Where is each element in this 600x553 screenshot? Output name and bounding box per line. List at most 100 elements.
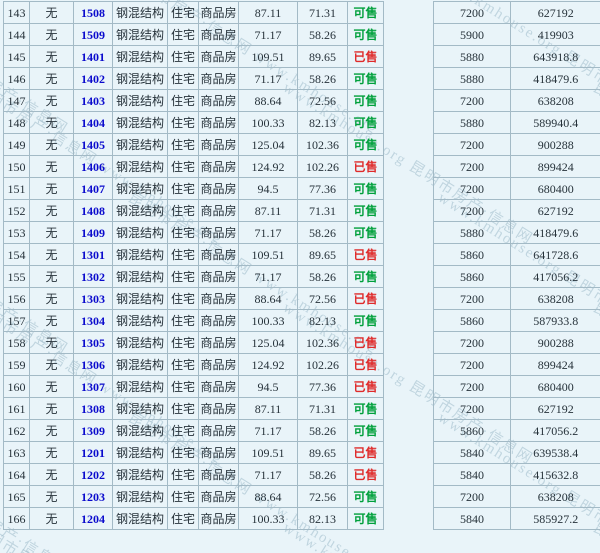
unit-price-cell: 7200 [433, 199, 511, 222]
unit-price-cell: 5880 [433, 221, 511, 244]
table-row: 143 无 1508 钢混结构 住宅 商品房 87.11 71.31 可售 72… [3, 1, 600, 24]
total-price-cell: 680400 [510, 177, 600, 200]
table-row: 156 无 1303 钢混结构 住宅 商品房 88.64 72.56 已售 72… [3, 287, 600, 310]
room-number-link[interactable]: 1308 [73, 397, 113, 420]
room-number-link[interactable]: 1305 [73, 331, 113, 354]
room-number-link[interactable]: 1201 [73, 441, 113, 464]
room-number-link[interactable]: 1408 [73, 199, 113, 222]
basement-cell: 无 [29, 287, 74, 310]
spacer-cell [383, 243, 434, 266]
total-price-cell: 638208 [510, 287, 600, 310]
unit-price-cell: 5860 [433, 265, 511, 288]
total-price-cell: 417056.2 [510, 419, 600, 442]
spacer-cell [383, 155, 434, 178]
usage-cell: 住宅 [167, 111, 199, 134]
basement-cell: 无 [29, 155, 74, 178]
usage-cell: 住宅 [167, 45, 199, 68]
row-index: 149 [3, 133, 30, 156]
category-cell: 商品房 [198, 177, 239, 200]
total-price-cell: 419903 [510, 23, 600, 46]
table-row: 157 无 1304 钢混结构 住宅 商品房 100.33 82.13 可售 5… [3, 309, 600, 332]
room-number-link[interactable]: 1304 [73, 309, 113, 332]
room-number-link[interactable]: 1306 [73, 353, 113, 376]
category-cell: 商品房 [198, 45, 239, 68]
room-number-link[interactable]: 1403 [73, 89, 113, 112]
table-row: 163 无 1201 钢混结构 住宅 商品房 109.51 89.65 已售 5… [3, 441, 600, 464]
room-number-link[interactable]: 1404 [73, 111, 113, 134]
structure-cell: 钢混结构 [112, 507, 168, 530]
row-index: 157 [3, 309, 30, 332]
row-index: 154 [3, 243, 30, 266]
row-index: 148 [3, 111, 30, 134]
spacer-cell [383, 287, 434, 310]
room-number-link[interactable]: 1402 [73, 67, 113, 90]
room-number-link[interactable]: 1406 [73, 155, 113, 178]
row-index: 166 [3, 507, 30, 530]
usage-cell: 住宅 [167, 485, 199, 508]
status-badge: 已售 [347, 243, 384, 266]
row-index: 165 [3, 485, 30, 508]
room-number-link[interactable]: 1204 [73, 507, 113, 530]
unit-price-cell: 5860 [433, 419, 511, 442]
room-number-link[interactable]: 1307 [73, 375, 113, 398]
total-price-cell: 418479.6 [510, 221, 600, 244]
basement-cell: 无 [29, 67, 74, 90]
status-badge: 已售 [347, 353, 384, 376]
inner-area-cell: 82.13 [297, 507, 348, 530]
category-cell: 商品房 [198, 133, 239, 156]
room-number-link[interactable]: 1509 [73, 23, 113, 46]
structure-cell: 钢混结构 [112, 287, 168, 310]
unit-price-cell: 7200 [433, 1, 511, 24]
status-badge: 已售 [347, 441, 384, 464]
category-cell: 商品房 [198, 67, 239, 90]
basement-cell: 无 [29, 133, 74, 156]
category-cell: 商品房 [198, 199, 239, 222]
total-price-cell: 638208 [510, 89, 600, 112]
row-index: 161 [3, 397, 30, 420]
room-number-link[interactable]: 1301 [73, 243, 113, 266]
room-number-link[interactable]: 1302 [73, 265, 113, 288]
spacer-cell [383, 507, 434, 530]
room-number-link[interactable]: 1409 [73, 221, 113, 244]
row-index: 152 [3, 199, 30, 222]
status-badge: 已售 [347, 375, 384, 398]
total-price-cell: 627192 [510, 397, 600, 420]
table-row: 166 无 1204 钢混结构 住宅 商品房 100.33 82.13 可售 5… [3, 507, 600, 530]
basement-cell: 无 [29, 221, 74, 244]
spacer-cell [383, 67, 434, 90]
status-badge: 可售 [347, 1, 384, 24]
category-cell: 商品房 [198, 309, 239, 332]
row-index: 143 [3, 1, 30, 24]
row-index: 156 [3, 287, 30, 310]
inner-area-cell: 72.56 [297, 89, 348, 112]
status-badge: 可售 [347, 419, 384, 442]
inner-area-cell: 82.13 [297, 111, 348, 134]
row-index: 163 [3, 441, 30, 464]
room-number-link[interactable]: 1309 [73, 419, 113, 442]
spacer-cell [383, 331, 434, 354]
basement-cell: 无 [29, 485, 74, 508]
spacer-cell [383, 485, 434, 508]
usage-cell: 住宅 [167, 397, 199, 420]
inner-area-cell: 58.26 [297, 221, 348, 244]
room-number-link[interactable]: 1203 [73, 485, 113, 508]
building-area-cell: 109.51 [238, 243, 298, 266]
total-price-cell: 900288 [510, 133, 600, 156]
room-number-link[interactable]: 1202 [73, 463, 113, 486]
status-badge: 可售 [347, 111, 384, 134]
room-number-link[interactable]: 1401 [73, 45, 113, 68]
row-index: 145 [3, 45, 30, 68]
basement-cell: 无 [29, 199, 74, 222]
structure-cell: 钢混结构 [112, 89, 168, 112]
unit-price-cell: 7200 [433, 177, 511, 200]
room-number-link[interactable]: 1508 [73, 1, 113, 24]
status-badge: 可售 [347, 221, 384, 244]
total-price-cell: 639538.4 [510, 441, 600, 464]
inner-area-cell: 71.31 [297, 199, 348, 222]
category-cell: 商品房 [198, 353, 239, 376]
room-number-link[interactable]: 1405 [73, 133, 113, 156]
room-number-link[interactable]: 1303 [73, 287, 113, 310]
row-index: 164 [3, 463, 30, 486]
total-price-cell: 627192 [510, 1, 600, 24]
room-number-link[interactable]: 1407 [73, 177, 113, 200]
